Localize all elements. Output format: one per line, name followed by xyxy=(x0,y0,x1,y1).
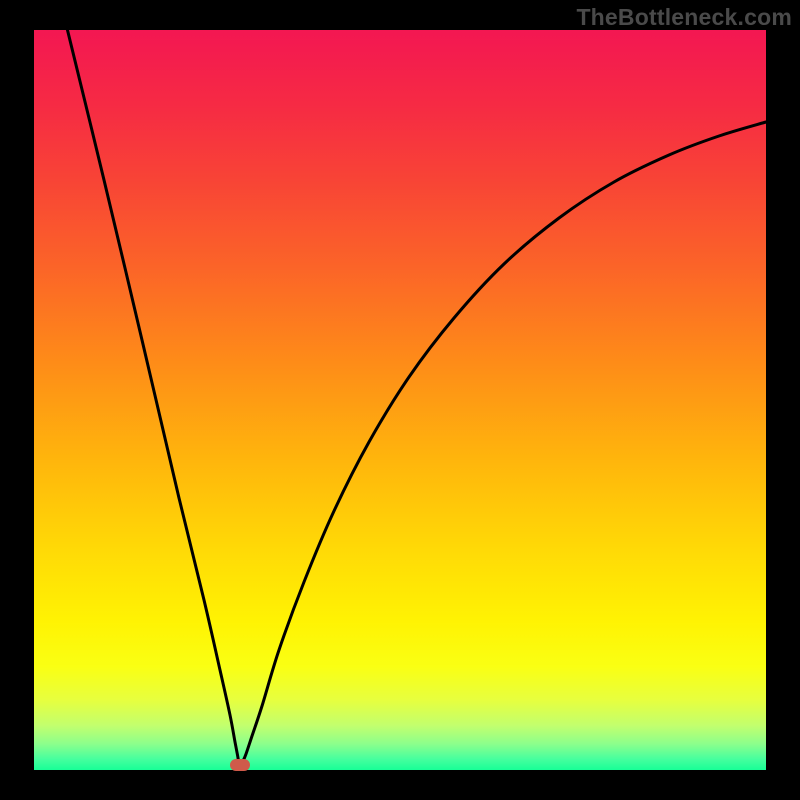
minimum-marker xyxy=(230,759,250,771)
watermark-text: TheBottleneck.com xyxy=(576,4,792,31)
plot-area xyxy=(34,30,766,770)
chart-container: TheBottleneck.com xyxy=(0,0,800,800)
curve-layer xyxy=(34,30,766,770)
bottleneck-curve xyxy=(66,24,766,764)
